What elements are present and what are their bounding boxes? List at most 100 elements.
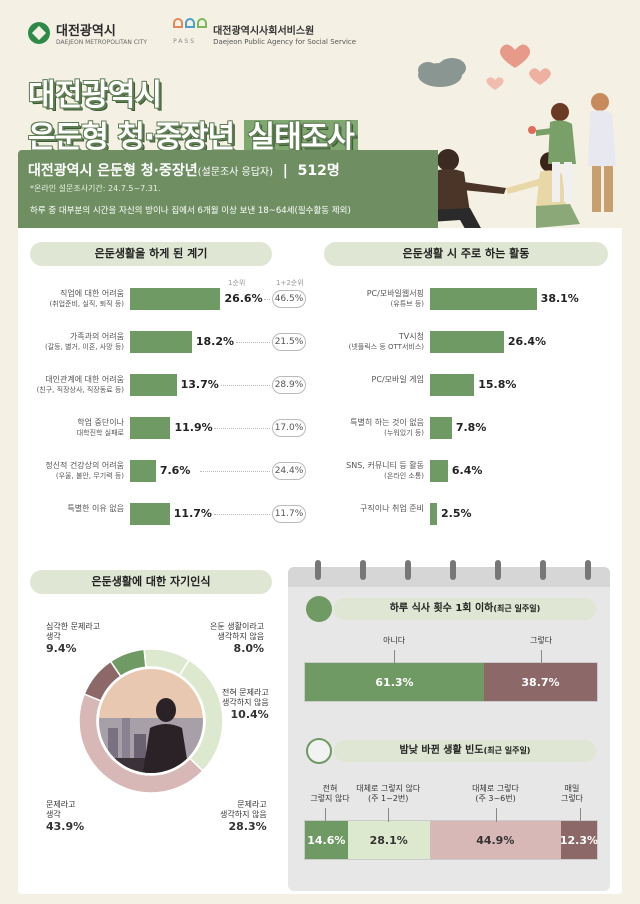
cloud-icon	[418, 58, 466, 87]
donut-label-line: 문제라고	[46, 800, 76, 809]
bar-label-line: 직업에 대한 어려움	[60, 289, 124, 298]
bar	[430, 288, 537, 310]
bar	[130, 503, 170, 525]
bar-value-label: 6.4%	[451, 464, 483, 477]
segment-label-line: (주 1~2번)	[368, 794, 409, 803]
segment-label-line: (주 3~6번)	[475, 794, 516, 803]
bar	[430, 460, 448, 482]
bar-value-label: 26.6%	[224, 292, 263, 305]
leader-dots	[199, 471, 270, 472]
donut-slice	[83, 660, 122, 702]
bar-label-line: (갈등, 별거, 이혼, 사망 등)	[45, 343, 124, 351]
donut-label-line: 은둔 생활이라고	[210, 622, 265, 631]
rank-header-first: 1순위	[228, 279, 246, 287]
standing-man	[588, 93, 616, 212]
survey-definition: 하루 중 대부분의 시간을 자신의 방이나 집에서 6개월 이상 보낸 18~6…	[30, 206, 351, 216]
donut-label-line: 문제라고	[237, 800, 267, 809]
city-name: 대전광역시	[56, 23, 116, 39]
bar-label-line: 대학진학 실패로	[76, 429, 124, 437]
survey-subject-note: (설문조사 응답자)	[197, 167, 274, 178]
bar-label-line: (넷플릭스 등 OTT서비스)	[348, 343, 424, 351]
window-silhouette-image	[99, 669, 203, 773]
bar	[430, 417, 452, 439]
leader-dots	[214, 428, 270, 429]
stacked-bar: 61.3% 38.7%	[304, 662, 598, 702]
bar-label: PC/모바일웹서핑 (유튜브 등)	[318, 289, 424, 309]
bar	[130, 417, 171, 439]
bar	[130, 460, 156, 482]
page-title-line1: 대전광역시	[28, 78, 162, 113]
meal-chart-title: 하루 식사 횟수 1회 이하(최근 일주일)	[334, 598, 596, 620]
donut-slice-value: 28.3%	[228, 820, 267, 833]
daynight-title-text: 밤낮 바뀐 생활 빈도	[399, 745, 484, 756]
separator: |	[282, 163, 288, 179]
bar-label: 구직이나 취업 준비	[318, 504, 424, 514]
agency-name: 대전광역시사회서비스원	[213, 26, 315, 37]
segment-category-label: 대체로 그렇다 (주 3~6번)	[462, 784, 530, 804]
combined-value-label: 11.7%	[272, 505, 306, 523]
combined-value-label: 17.0%	[272, 419, 306, 437]
bar-label-line: PC/모바일 게임	[371, 375, 424, 384]
stacked-bar-segment: 44.9%	[429, 821, 561, 859]
bar-label-line: (유튜브 등)	[390, 300, 424, 308]
meal-title-note: (최근 일주일)	[493, 604, 541, 613]
pass-text: PASS	[173, 38, 197, 45]
sitting-man	[430, 149, 506, 234]
survey-period: *온라인 설문조사기간: 24.7.5~7.31.	[30, 184, 161, 193]
activities-chart-title: 은둔생활 시 주로 하는 활동	[324, 242, 608, 266]
donut-slice-label: 은둔 생활이라고 생각하지 않음 8.0%	[210, 622, 264, 654]
bar	[430, 374, 475, 396]
page-title-line2: 은둔형 청·중장년 실태조사	[28, 112, 358, 156]
binder-ring	[495, 560, 501, 580]
bar-label-line: (친구, 직장상사, 직장동료 등)	[36, 386, 124, 394]
leader-dots	[235, 342, 270, 343]
segment-label-line: 전혀	[322, 784, 338, 793]
bar-value-label: 18.2%	[195, 335, 235, 348]
donut-slice-label: 전혀 문제라고 생각하지 않음 10.4%	[222, 688, 269, 720]
bar-label: PC/모바일 게임	[318, 375, 424, 385]
combined-value-label: 24.4%	[272, 462, 306, 480]
donut-slice-label: 문제라고 생각 43.9%	[46, 800, 84, 832]
bar-label: TV시청 (넷플릭스 등 OTT서비스)	[318, 332, 424, 352]
segment-pointer	[579, 808, 581, 822]
binder-ring	[360, 560, 366, 580]
binder-ring	[450, 560, 456, 580]
bar-label-line: (누워있기 등)	[384, 429, 424, 437]
moon-sun-icon	[306, 738, 332, 764]
lifestyle-panel-header	[288, 567, 610, 587]
segment-label-line: 대체로 그렇다	[472, 784, 519, 793]
bar-value-label: 13.7%	[180, 378, 219, 391]
segment-pointer	[394, 650, 396, 664]
bar-label: 정신적 건강상의 어려움 (우울, 불안, 무기력 등)	[20, 461, 124, 481]
donut-label-line: 생각하지 않음	[222, 698, 269, 707]
rank-header-combined: 1+2순위	[276, 279, 304, 287]
segment-label-line: 대체로 그렇지 않다	[356, 784, 421, 793]
daynight-title-note: (최근 일주일)	[483, 746, 531, 755]
respondent-count: 512명	[297, 163, 340, 179]
survey-subject-line: 대전광역시 은둔형 청·중장년(설문조사 응답자) | 512명	[28, 160, 340, 180]
bar-label-line: 정신적 건강상의 어려움	[45, 461, 124, 470]
stacked-bar: 14.6% 28.1% 44.9% 12.3%	[304, 820, 598, 860]
bar-label: 특별한 이유 없음	[20, 504, 124, 514]
segment-label-line: 그렇다	[560, 794, 584, 803]
bar-value-label: 26.4%	[507, 335, 547, 348]
combined-value-label: 28.9%	[272, 376, 306, 394]
bar-value-label: 7.8%	[455, 421, 487, 434]
self-perception-donut	[78, 648, 224, 794]
bar-label-line: 특별한 이유 없음	[67, 504, 124, 513]
bar-value-label: 11.9%	[174, 421, 213, 434]
daynight-chart-title: 밤낮 바뀐 생활 빈도(최근 일주일)	[334, 740, 596, 762]
city-logo: 대전광역시 DAEJEON METROPOLITAN CITY	[28, 20, 147, 46]
bar-label-line: 특별히 하는 것이 없음	[350, 418, 424, 427]
segment-pointer	[325, 808, 327, 822]
donut-slice-value: 9.4%	[46, 642, 77, 655]
combined-value-label: 21.5%	[272, 333, 306, 351]
bar-label: 가족과의 어려움 (갈등, 별거, 이혼, 사망 등)	[20, 332, 124, 352]
reasons-chart-title: 은둔생활을 하게 된 계기	[30, 242, 272, 266]
stacked-bar-segment: 38.7%	[484, 663, 597, 701]
summary-band	[18, 150, 438, 230]
bar-label: 대인관계에 대한 어려움 (친구, 직장상사, 직장동료 등)	[20, 375, 124, 395]
bar-label-line: (우울, 불안, 무기력 등)	[55, 472, 124, 480]
donut-label-line: 생각	[46, 810, 61, 819]
donut-label-line: 생각하지 않음	[220, 810, 267, 819]
